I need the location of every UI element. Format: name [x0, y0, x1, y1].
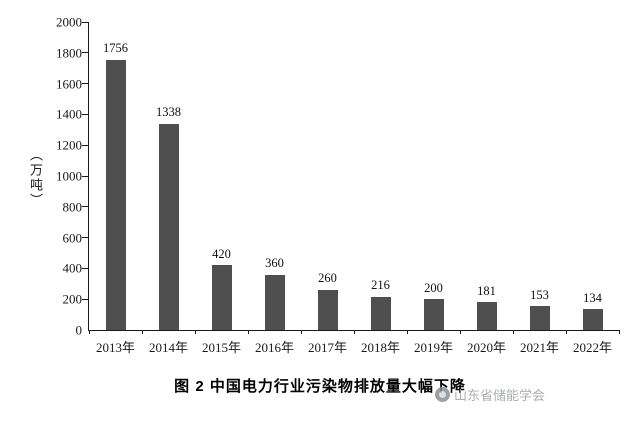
bar [264, 274, 285, 330]
y-tick-mark [82, 21, 88, 23]
bar-column: 1756 2013年 [89, 22, 142, 355]
y-axis: 0 200 400 600 800 1000 1200 1400 1600 1800 2000 [40, 16, 84, 337]
y-tick-label: 800 [62, 199, 83, 215]
y-axis-title: （万吨） [28, 148, 43, 208]
bar-column: 134 2022年 [566, 22, 619, 355]
bar [529, 306, 550, 330]
y-tick-label: 400 [62, 260, 83, 276]
x-tick-mark [141, 330, 143, 334]
y-tick-mark [82, 175, 88, 177]
x-tick-label: 2015年 [201, 340, 242, 355]
x-tick-mark [194, 330, 196, 334]
y-tick-label: 600 [62, 230, 83, 246]
y-tick-label: 1200 [56, 137, 82, 153]
y-tick-label: 1000 [56, 168, 82, 184]
bar [317, 289, 338, 330]
bar [105, 59, 126, 330]
y-tick-mark [82, 206, 88, 208]
y-tick-label: 1400 [56, 106, 82, 122]
bar-value-label: 200 [424, 280, 443, 295]
x-tick-label: 2013年 [95, 340, 136, 355]
bar-value-label: 153 [530, 287, 549, 302]
x-tick-label: 2019年 [413, 340, 454, 355]
y-tick-label: 2000 [56, 14, 82, 30]
y-tick-mark [82, 113, 88, 115]
watermark: 山东省储能学会 [434, 385, 545, 404]
x-tick-mark [300, 330, 302, 334]
y-tick-mark [82, 267, 88, 269]
x-tick-label: 2017年 [307, 340, 348, 355]
bar-column: 153 2021年 [513, 22, 566, 355]
x-tick-mark [512, 330, 514, 334]
x-tick-mark [88, 330, 90, 334]
x-tick-mark [406, 330, 408, 334]
bar [582, 309, 603, 330]
x-tick-mark [618, 330, 620, 334]
bar [158, 123, 179, 330]
bar-value-label: 360 [265, 256, 284, 271]
bar-value-label: 1756 [103, 41, 128, 56]
y-tick-mark [82, 83, 88, 85]
circle-logo-icon [434, 387, 450, 402]
x-tick-mark [353, 330, 355, 334]
x-tick-mark [247, 330, 249, 334]
y-tick-mark [82, 298, 88, 300]
chart-caption: 图 2 中国电力行业污染物排放量大幅下降 [174, 378, 466, 395]
plot-area: 1756 2013年 1338 2014年 420 2015年 360 2016年 260 201… [82, 21, 620, 355]
bar-column: 200 2019年 [407, 22, 460, 355]
x-tick-mark [565, 330, 567, 334]
x-tick-label: 2016年 [254, 340, 295, 355]
x-tick-label: 2018年 [360, 340, 401, 355]
y-tick-label: 0 [75, 322, 83, 338]
bar [476, 302, 497, 330]
x-tick-label: 2021年 [519, 340, 560, 355]
bar-column: 1338 2014年 [142, 22, 195, 355]
bar-value-label: 1338 [156, 105, 181, 120]
y-tick-mark [82, 144, 88, 146]
bar-value-label: 260 [318, 271, 337, 286]
bar [423, 299, 444, 330]
y-tick-mark [82, 52, 88, 54]
bar-value-label: 181 [477, 283, 496, 298]
y-tick-label: 1800 [56, 45, 82, 61]
bar-column: 420 2015年 [195, 22, 248, 355]
bar [211, 265, 232, 330]
bar-value-label: 216 [371, 278, 390, 293]
x-tick-label: 2022年 [572, 340, 613, 355]
bar-column: 216 2018年 [354, 22, 407, 355]
bar-column: 181 2020年 [460, 22, 513, 355]
y-tick-mark [82, 237, 88, 239]
bar-value-label: 420 [212, 246, 231, 261]
x-tick-label: 2014年 [148, 340, 189, 355]
bar [370, 296, 391, 330]
x-tick-mark [459, 330, 461, 334]
y-tick-label: 1600 [56, 76, 82, 92]
bar-value-label: 134 [583, 290, 602, 305]
watermark-text: 山东省储能学会 [453, 388, 545, 403]
x-tick-label: 2020年 [466, 340, 507, 355]
y-tick-label: 200 [62, 291, 83, 307]
bar-column: 360 2016年 [248, 22, 301, 355]
bar-column: 260 2017年 [301, 22, 354, 355]
